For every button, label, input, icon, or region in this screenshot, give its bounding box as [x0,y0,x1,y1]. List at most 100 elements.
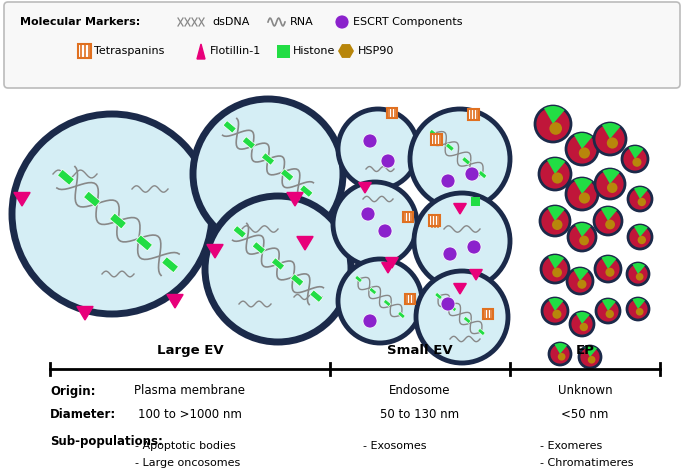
Polygon shape [162,257,179,272]
Circle shape [606,268,614,277]
Circle shape [193,99,343,249]
Circle shape [606,310,614,318]
Circle shape [338,109,418,189]
Circle shape [552,173,563,183]
Polygon shape [136,235,153,251]
Circle shape [552,219,562,230]
Circle shape [205,196,351,342]
Text: Diameter:: Diameter: [50,408,116,421]
Polygon shape [338,44,354,58]
Circle shape [580,323,588,331]
Text: Origin:: Origin: [50,385,95,398]
Wedge shape [548,255,564,269]
Polygon shape [207,244,223,258]
Text: - Exosomes: - Exosomes [363,441,427,451]
Text: - Large oncosomes: - Large oncosomes [135,458,240,468]
Text: dsDNA: dsDNA [212,17,249,27]
FancyBboxPatch shape [4,2,680,88]
Text: 50 to 130 nm: 50 to 130 nm [380,408,460,421]
Bar [403,212,413,222]
Circle shape [335,15,349,29]
Text: EP: EP [575,344,595,357]
Text: - Apoptotic bodies: - Apoptotic bodies [135,441,236,451]
Text: Unknown: Unknown [558,385,612,398]
Wedge shape [629,146,643,159]
Wedge shape [574,178,593,194]
Polygon shape [287,192,303,206]
Wedge shape [573,268,588,281]
Circle shape [607,137,618,149]
Circle shape [549,343,571,365]
Text: Histone: Histone [293,46,336,56]
Circle shape [540,206,570,236]
Circle shape [596,299,620,323]
Circle shape [378,224,392,238]
Circle shape [542,298,568,324]
Wedge shape [584,346,597,357]
Polygon shape [197,44,205,59]
Text: Flotillin-1: Flotillin-1 [210,46,261,56]
Circle shape [566,178,598,210]
Wedge shape [632,298,645,309]
Polygon shape [470,270,482,280]
Circle shape [638,198,646,206]
Circle shape [539,158,571,190]
Circle shape [381,154,395,168]
Text: <50 nm: <50 nm [561,408,609,421]
Polygon shape [167,295,183,308]
Wedge shape [547,206,564,221]
Polygon shape [290,274,303,286]
Polygon shape [369,287,377,295]
Text: RNA: RNA [290,17,314,27]
Polygon shape [478,170,487,179]
Circle shape [579,192,590,204]
Polygon shape [463,317,471,324]
Bar [405,294,415,304]
Polygon shape [382,263,395,273]
Circle shape [363,314,377,328]
Polygon shape [435,292,443,300]
Circle shape [535,106,571,142]
Text: Large EV: Large EV [157,344,223,357]
Circle shape [579,147,590,159]
Circle shape [338,259,422,343]
Polygon shape [453,283,466,294]
Circle shape [606,219,615,229]
Bar [78,44,91,58]
Circle shape [627,263,649,285]
Circle shape [549,122,562,135]
Wedge shape [634,225,648,237]
Polygon shape [355,275,362,283]
Bar [432,134,443,144]
Circle shape [636,308,643,316]
Polygon shape [233,226,247,238]
Circle shape [416,271,508,363]
Circle shape [414,193,510,289]
Wedge shape [544,106,564,124]
Circle shape [363,134,377,148]
Wedge shape [549,298,563,311]
Wedge shape [547,158,565,174]
Text: HSP90: HSP90 [358,46,395,56]
Polygon shape [58,169,75,185]
Wedge shape [574,133,593,149]
Polygon shape [429,129,438,137]
Circle shape [594,207,622,235]
Circle shape [627,298,649,320]
Wedge shape [602,123,621,139]
Wedge shape [554,343,567,354]
Circle shape [333,182,417,266]
Circle shape [566,133,598,165]
Wedge shape [601,207,617,221]
Text: - Chromatimeres: - Chromatimeres [540,458,634,468]
Wedge shape [632,263,645,274]
Text: Plasma membrane: Plasma membrane [134,385,245,398]
Bar [429,215,440,227]
Text: Tetraspanins: Tetraspanins [94,46,164,56]
Polygon shape [398,311,406,318]
Wedge shape [575,223,591,237]
Circle shape [443,247,457,261]
Circle shape [568,223,596,251]
Polygon shape [359,182,371,193]
Bar [387,108,397,118]
